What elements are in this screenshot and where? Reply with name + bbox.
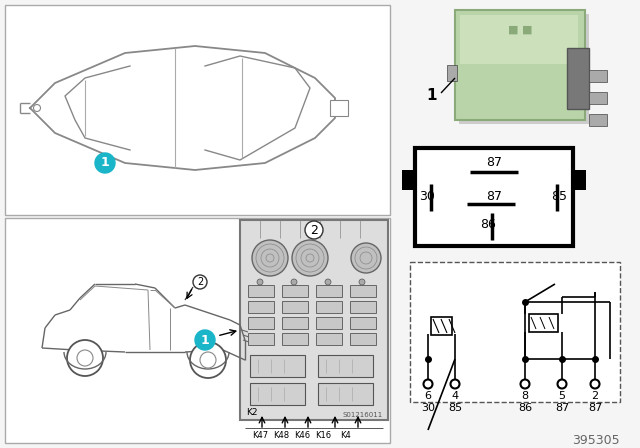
Circle shape xyxy=(67,340,103,376)
Bar xyxy=(350,301,376,313)
Bar xyxy=(459,14,589,124)
Text: 85: 85 xyxy=(448,403,462,413)
Text: K4: K4 xyxy=(340,431,351,440)
Bar xyxy=(415,148,573,246)
Text: 87: 87 xyxy=(486,190,502,202)
Circle shape xyxy=(193,275,207,289)
Text: 2: 2 xyxy=(591,391,598,401)
Text: 86: 86 xyxy=(518,403,532,413)
Text: K16: K16 xyxy=(315,431,331,440)
Circle shape xyxy=(351,243,381,273)
Text: 1: 1 xyxy=(200,333,209,346)
Circle shape xyxy=(195,330,215,350)
Bar xyxy=(282,317,308,329)
Circle shape xyxy=(77,350,93,366)
Bar xyxy=(318,355,373,377)
Text: 2: 2 xyxy=(197,277,203,287)
Text: 85: 85 xyxy=(551,190,567,202)
Circle shape xyxy=(292,240,328,276)
Bar xyxy=(402,170,417,190)
Bar xyxy=(589,92,607,104)
Circle shape xyxy=(325,279,331,285)
Text: 87: 87 xyxy=(486,156,502,169)
Bar xyxy=(248,285,274,297)
Text: 1: 1 xyxy=(427,87,437,103)
Bar xyxy=(589,70,607,82)
Circle shape xyxy=(200,352,216,368)
Bar xyxy=(5,218,390,443)
Text: ■ ■: ■ ■ xyxy=(508,25,532,35)
Bar xyxy=(589,115,607,126)
Text: 4: 4 xyxy=(451,391,459,401)
Circle shape xyxy=(359,279,365,285)
Bar xyxy=(316,317,342,329)
Bar xyxy=(410,262,620,402)
Bar xyxy=(447,65,457,81)
Circle shape xyxy=(305,221,323,239)
Circle shape xyxy=(190,342,226,378)
Text: K46: K46 xyxy=(294,431,310,440)
Bar xyxy=(567,48,589,109)
Circle shape xyxy=(591,379,600,388)
Circle shape xyxy=(291,279,297,285)
Bar xyxy=(350,333,376,345)
Bar xyxy=(282,333,308,345)
Bar xyxy=(240,220,388,420)
Text: K2: K2 xyxy=(246,408,257,417)
Bar xyxy=(529,314,558,332)
Bar xyxy=(282,301,308,313)
Circle shape xyxy=(252,240,288,276)
Bar xyxy=(248,301,274,313)
Bar xyxy=(250,355,305,377)
Text: 30: 30 xyxy=(419,190,435,202)
Bar xyxy=(455,10,585,120)
Bar xyxy=(5,5,390,215)
Text: 8: 8 xyxy=(522,391,529,401)
Circle shape xyxy=(520,379,529,388)
Bar xyxy=(282,285,308,297)
Text: S01216011: S01216011 xyxy=(343,412,383,418)
Circle shape xyxy=(424,379,433,388)
Text: 395305: 395305 xyxy=(572,434,620,447)
Text: 87: 87 xyxy=(555,403,569,413)
Circle shape xyxy=(451,379,460,388)
Bar xyxy=(318,383,373,405)
Circle shape xyxy=(257,279,263,285)
Bar xyxy=(248,333,274,345)
Bar xyxy=(460,15,578,65)
Bar xyxy=(330,100,348,116)
Text: 5: 5 xyxy=(559,391,566,401)
Bar xyxy=(250,383,305,405)
Text: K47: K47 xyxy=(252,431,268,440)
Text: 2: 2 xyxy=(310,224,318,237)
Text: 6: 6 xyxy=(424,391,431,401)
Circle shape xyxy=(33,104,40,112)
Bar xyxy=(316,301,342,313)
Circle shape xyxy=(557,379,566,388)
Bar xyxy=(316,285,342,297)
Bar xyxy=(248,317,274,329)
Bar xyxy=(316,333,342,345)
Bar xyxy=(350,285,376,297)
Text: K48: K48 xyxy=(273,431,289,440)
Circle shape xyxy=(95,153,115,173)
Text: 30: 30 xyxy=(421,403,435,413)
Text: 1: 1 xyxy=(100,156,109,169)
Bar xyxy=(431,317,452,335)
Bar xyxy=(350,317,376,329)
Bar xyxy=(571,170,586,190)
Text: 86: 86 xyxy=(480,217,496,231)
Text: 87: 87 xyxy=(588,403,602,413)
